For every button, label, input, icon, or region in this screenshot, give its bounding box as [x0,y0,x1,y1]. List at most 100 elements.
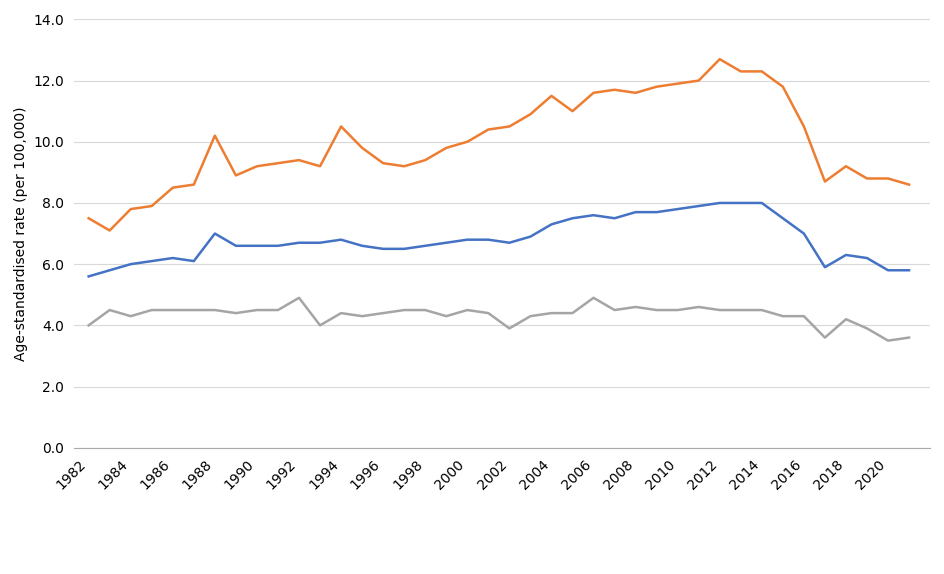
Persons [883,267,894,274]
Females [504,325,515,332]
Females [378,309,389,316]
Persons [777,215,788,222]
Persons [566,215,578,222]
Males [777,83,788,90]
Females [335,309,346,316]
Persons [251,242,262,249]
Males [861,175,872,182]
Females [419,307,430,313]
Persons [756,200,767,207]
Males [294,157,305,164]
Persons [861,255,872,262]
Persons [419,242,430,249]
Females [630,304,641,311]
Females [735,307,747,313]
Persons [588,212,599,219]
Persons [378,246,389,253]
Females [441,313,452,320]
Females [903,334,915,341]
Females [883,337,894,344]
Persons [819,264,831,271]
Males [693,77,704,84]
Females [609,307,620,313]
Females [357,313,368,320]
Persons [125,261,136,267]
Females [714,307,725,313]
Females [125,313,136,320]
Persons [693,203,704,210]
Persons [272,242,283,249]
Males [482,126,494,133]
Females [83,322,94,329]
Males [630,90,641,96]
Persons [398,246,410,253]
Persons [630,209,641,216]
Line: Females: Females [89,298,909,340]
Females [104,307,115,313]
Males [398,163,410,170]
Y-axis label: Age-standardised rate (per 100,000): Age-standardised rate (per 100,000) [14,106,28,361]
Females [777,313,788,320]
Females [294,294,305,301]
Females [398,307,410,313]
Males [188,181,199,188]
Males [525,111,536,118]
Persons [314,239,326,246]
Males [462,138,473,145]
Persons [357,242,368,249]
Persons [799,230,810,237]
Persons [546,221,557,228]
Persons [609,215,620,222]
Males [840,163,851,170]
Females [188,307,199,313]
Females [482,309,494,316]
Persons [840,251,851,258]
Females [840,316,851,323]
Persons [335,236,346,243]
Persons [294,239,305,246]
Females [566,309,578,316]
Persons [525,233,536,240]
Females [546,309,557,316]
Males [672,80,683,87]
Persons [230,242,242,249]
Males [903,181,915,188]
Persons [167,255,178,262]
Males [104,227,115,234]
Persons [714,200,725,207]
Females [799,313,810,320]
Persons [735,200,747,207]
Females [672,307,683,313]
Males [251,163,262,170]
Persons [672,205,683,212]
Males [378,160,389,166]
Males [335,123,346,130]
Males [167,184,178,191]
Males [799,123,810,130]
Males [210,132,221,139]
Females [167,307,178,313]
Females [210,307,221,313]
Males [756,68,767,75]
Males [272,160,283,166]
Females [756,307,767,313]
Line: Males: Males [89,59,909,231]
Females [314,322,326,329]
Females [146,307,158,313]
Females [651,307,663,313]
Males [651,83,663,90]
Persons [441,239,452,246]
Males [883,175,894,182]
Males [609,86,620,93]
Persons [83,273,94,280]
Females [230,309,242,316]
Females [462,307,473,313]
Males [357,145,368,152]
Females [693,304,704,311]
Females [525,313,536,320]
Males [230,172,242,179]
Line: Persons: Persons [89,203,909,277]
Persons [504,239,515,246]
Females [861,325,872,332]
Persons [146,258,158,265]
